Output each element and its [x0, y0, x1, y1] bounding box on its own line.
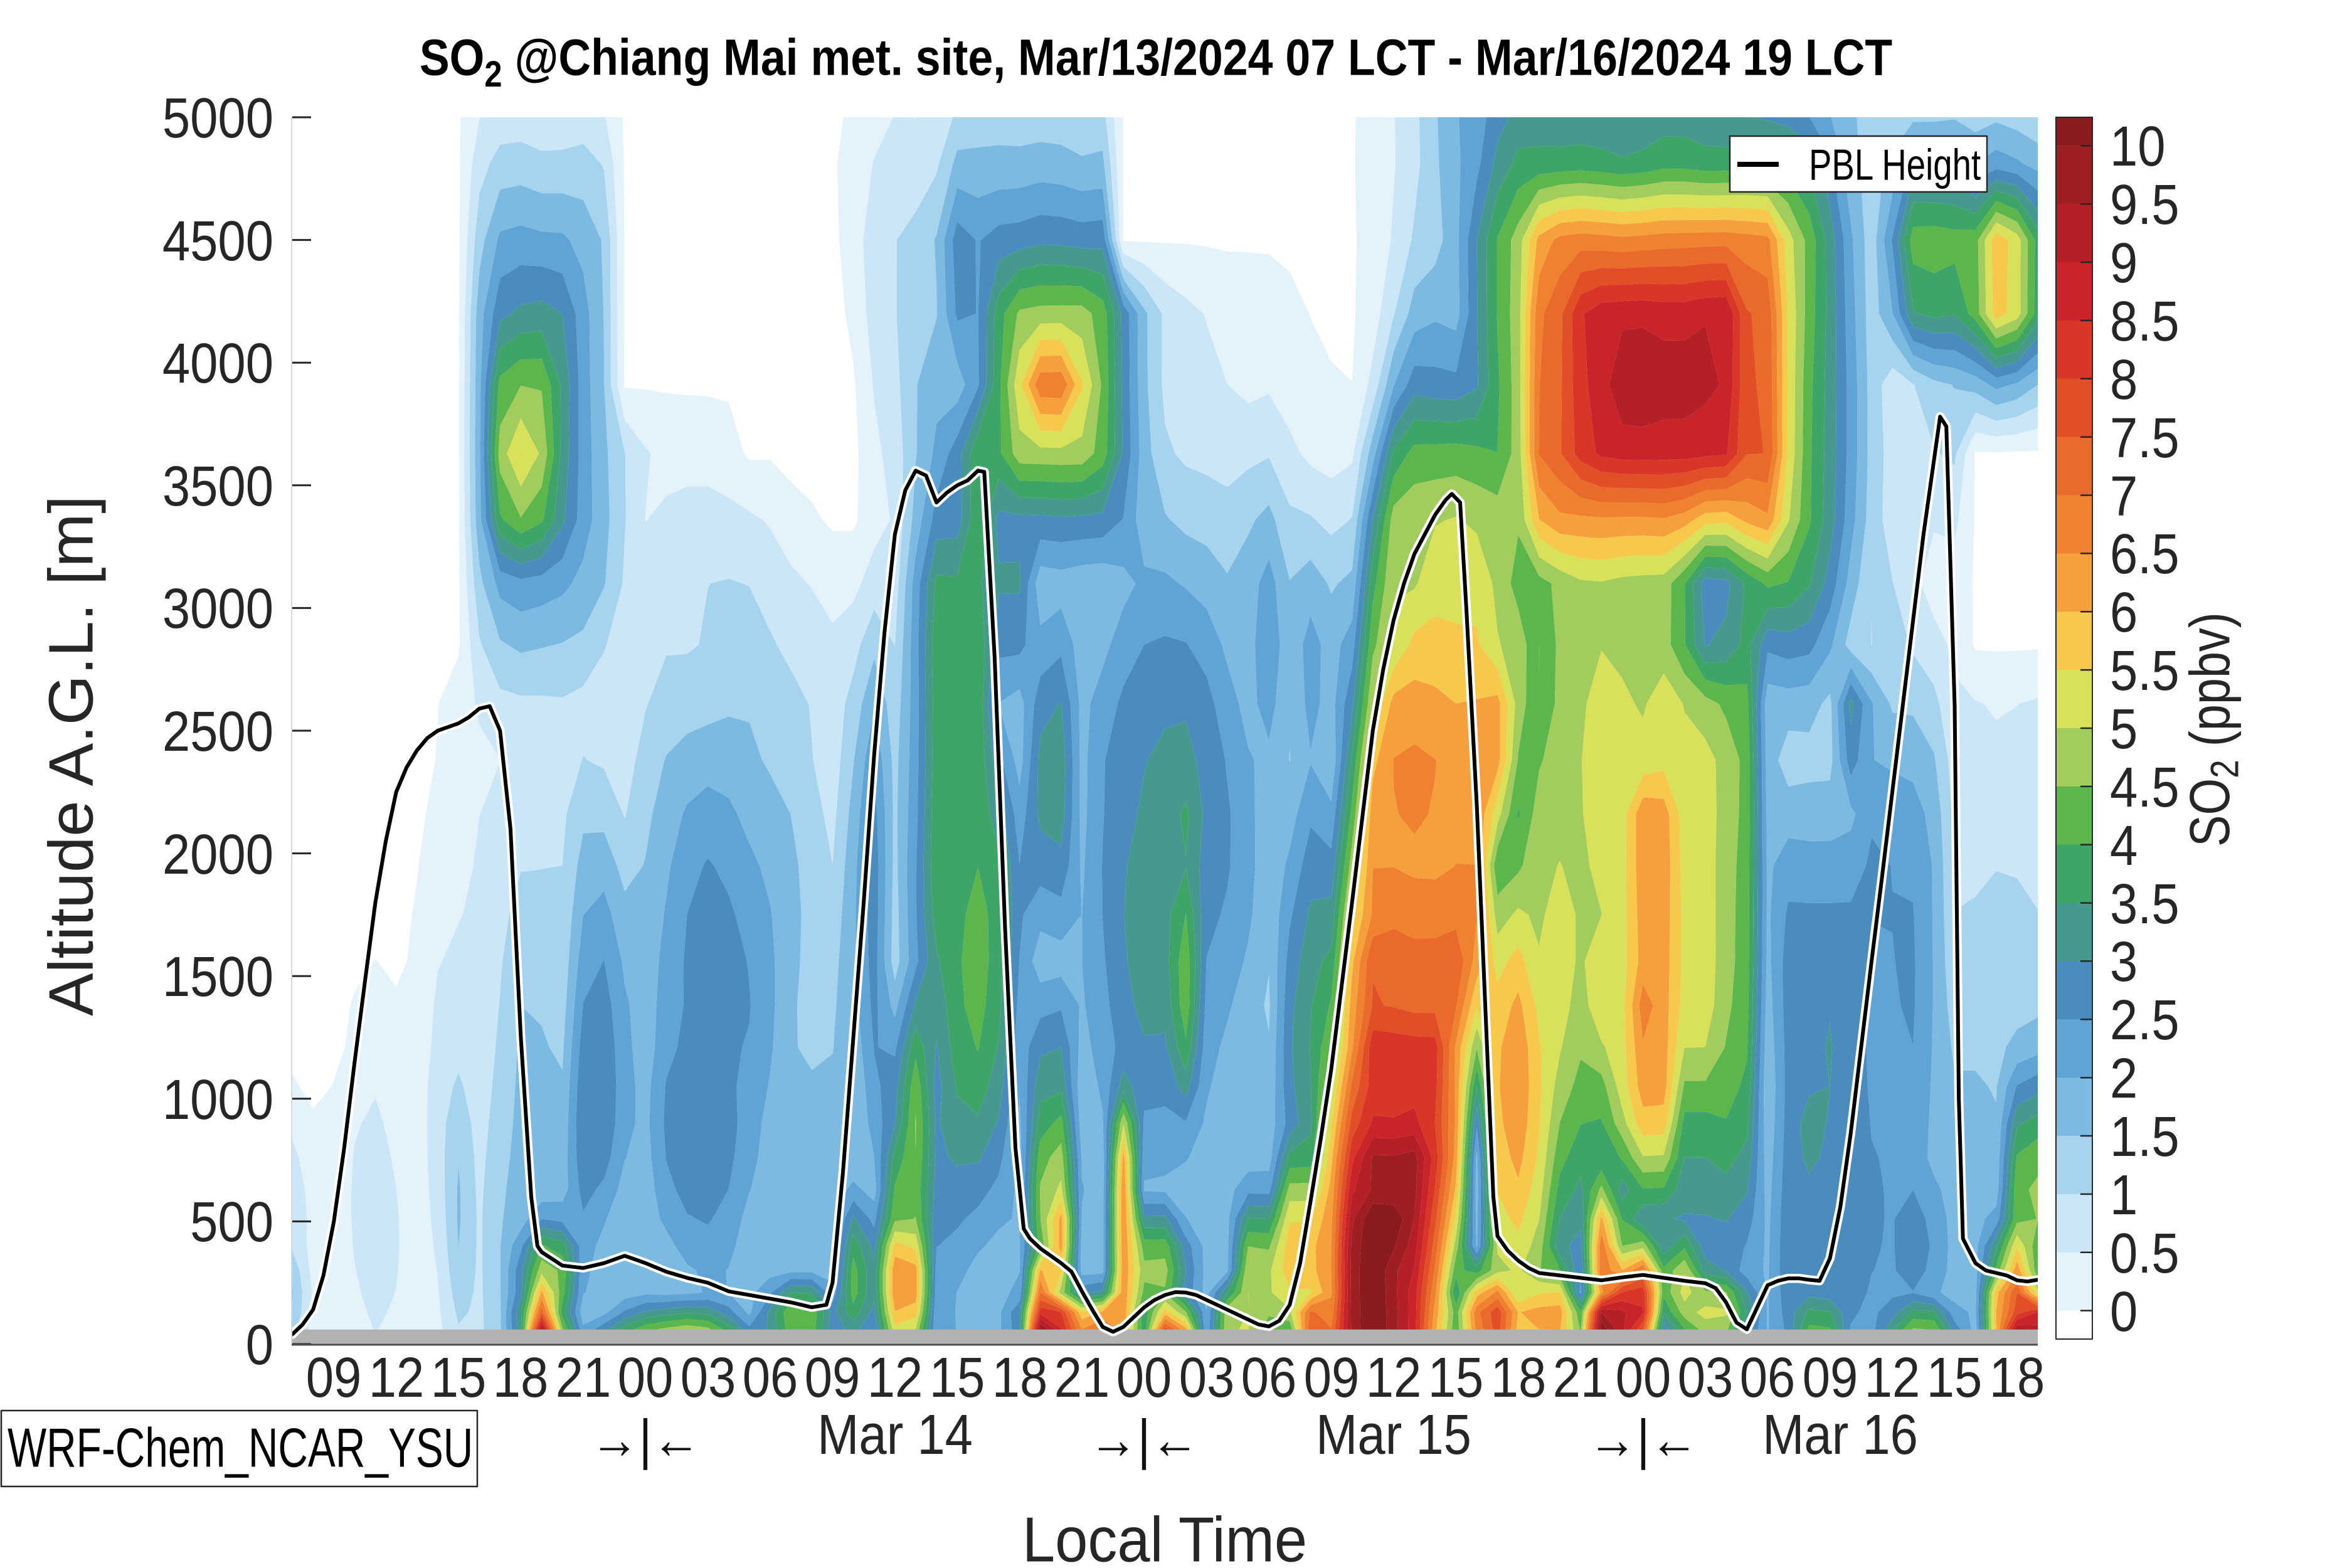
svg-text:09: 09 — [306, 1347, 362, 1410]
svg-text:4500: 4500 — [162, 210, 273, 273]
svg-text:4000: 4000 — [162, 332, 273, 396]
svg-text:18: 18 — [1491, 1347, 1547, 1410]
svg-text:03: 03 — [1678, 1347, 1734, 1410]
svg-text:2500: 2500 — [162, 701, 273, 764]
svg-text:Mar 15: Mar 15 — [1316, 1404, 1471, 1467]
svg-text:06: 06 — [1241, 1347, 1297, 1410]
svg-text:Local Time: Local Time — [1022, 1505, 1307, 1568]
svg-text:6.5: 6.5 — [2110, 523, 2180, 586]
svg-text:3000: 3000 — [162, 578, 273, 641]
svg-text:09: 09 — [1304, 1347, 1360, 1410]
svg-text:7: 7 — [2110, 465, 2137, 529]
svg-text:00: 00 — [1616, 1347, 1671, 1410]
svg-text:09: 09 — [1803, 1347, 1858, 1410]
svg-text:9: 9 — [2110, 232, 2137, 295]
svg-text:1500: 1500 — [162, 946, 273, 1009]
svg-text:18: 18 — [1989, 1347, 2045, 1410]
svg-text:12: 12 — [369, 1347, 425, 1410]
svg-text:4: 4 — [2110, 815, 2137, 878]
svg-text:21: 21 — [556, 1347, 612, 1410]
svg-text:0: 0 — [246, 1314, 273, 1377]
svg-text:1: 1 — [2110, 1164, 2137, 1227]
svg-text:SO2 @Chiang Mai met. site, Mar: SO2 @Chiang Mai met. site, Mar/13/2024 0… — [420, 29, 1892, 94]
svg-text:10: 10 — [2110, 115, 2166, 179]
svg-text:8: 8 — [2110, 349, 2137, 412]
svg-text:Mar 14: Mar 14 — [817, 1404, 973, 1467]
svg-text:06: 06 — [743, 1347, 798, 1410]
svg-text:15: 15 — [1428, 1347, 1484, 1410]
svg-text:4.5: 4.5 — [2110, 756, 2180, 820]
svg-text:5.5: 5.5 — [2110, 640, 2180, 703]
svg-text:SO2 (ppbv): SO2 (ppbv) — [2178, 612, 2247, 847]
svg-text:12: 12 — [867, 1347, 923, 1410]
svg-text:2000: 2000 — [162, 824, 273, 887]
svg-text:WRF-Chem_NCAR_YSU: WRF-Chem_NCAR_YSU — [8, 1417, 473, 1478]
svg-text:Mar 16: Mar 16 — [1762, 1404, 1918, 1467]
svg-text:15: 15 — [431, 1347, 487, 1410]
svg-text:12: 12 — [1865, 1347, 1920, 1410]
svg-text:15: 15 — [930, 1347, 985, 1410]
svg-text:2.5: 2.5 — [2110, 989, 2180, 1052]
svg-text:18: 18 — [992, 1347, 1048, 1410]
svg-text:9.5: 9.5 — [2110, 174, 2180, 237]
svg-text:→|←: →|← — [1588, 1409, 1698, 1470]
svg-text:8.5: 8.5 — [2110, 290, 2180, 354]
svg-text:09: 09 — [805, 1347, 861, 1410]
svg-text:7.5: 7.5 — [2110, 407, 2180, 470]
svg-text:03: 03 — [681, 1347, 736, 1410]
svg-text:2: 2 — [2110, 1047, 2137, 1111]
svg-text:1000: 1000 — [162, 1069, 273, 1132]
svg-text:00: 00 — [618, 1347, 674, 1410]
svg-text:0.5: 0.5 — [2110, 1222, 2180, 1286]
svg-text:21: 21 — [1553, 1347, 1609, 1410]
svg-text:1.5: 1.5 — [2110, 1106, 2180, 1169]
svg-text:03: 03 — [1179, 1347, 1235, 1410]
svg-text:15: 15 — [1927, 1347, 1983, 1410]
svg-text:00: 00 — [1116, 1347, 1172, 1410]
svg-text:Altitude A.G.L. [m]: Altitude A.G.L. [m] — [36, 495, 106, 1016]
svg-text:3.5: 3.5 — [2110, 873, 2180, 936]
svg-text:3500: 3500 — [162, 455, 273, 519]
svg-text:5: 5 — [2110, 698, 2137, 761]
svg-text:0: 0 — [2110, 1281, 2137, 1344]
svg-text:6: 6 — [2110, 581, 2137, 645]
svg-text:3: 3 — [2110, 931, 2137, 994]
svg-text:→|←: →|← — [1089, 1409, 1199, 1470]
svg-text:06: 06 — [1740, 1347, 1796, 1410]
svg-text:PBL Height: PBL Height — [1809, 140, 1981, 189]
svg-text:500: 500 — [190, 1191, 273, 1254]
svg-text:5000: 5000 — [162, 87, 273, 151]
svg-text:21: 21 — [1054, 1347, 1110, 1410]
svg-text:→|←: →|← — [590, 1409, 701, 1470]
svg-text:18: 18 — [493, 1347, 549, 1410]
svg-text:12: 12 — [1366, 1347, 1422, 1410]
